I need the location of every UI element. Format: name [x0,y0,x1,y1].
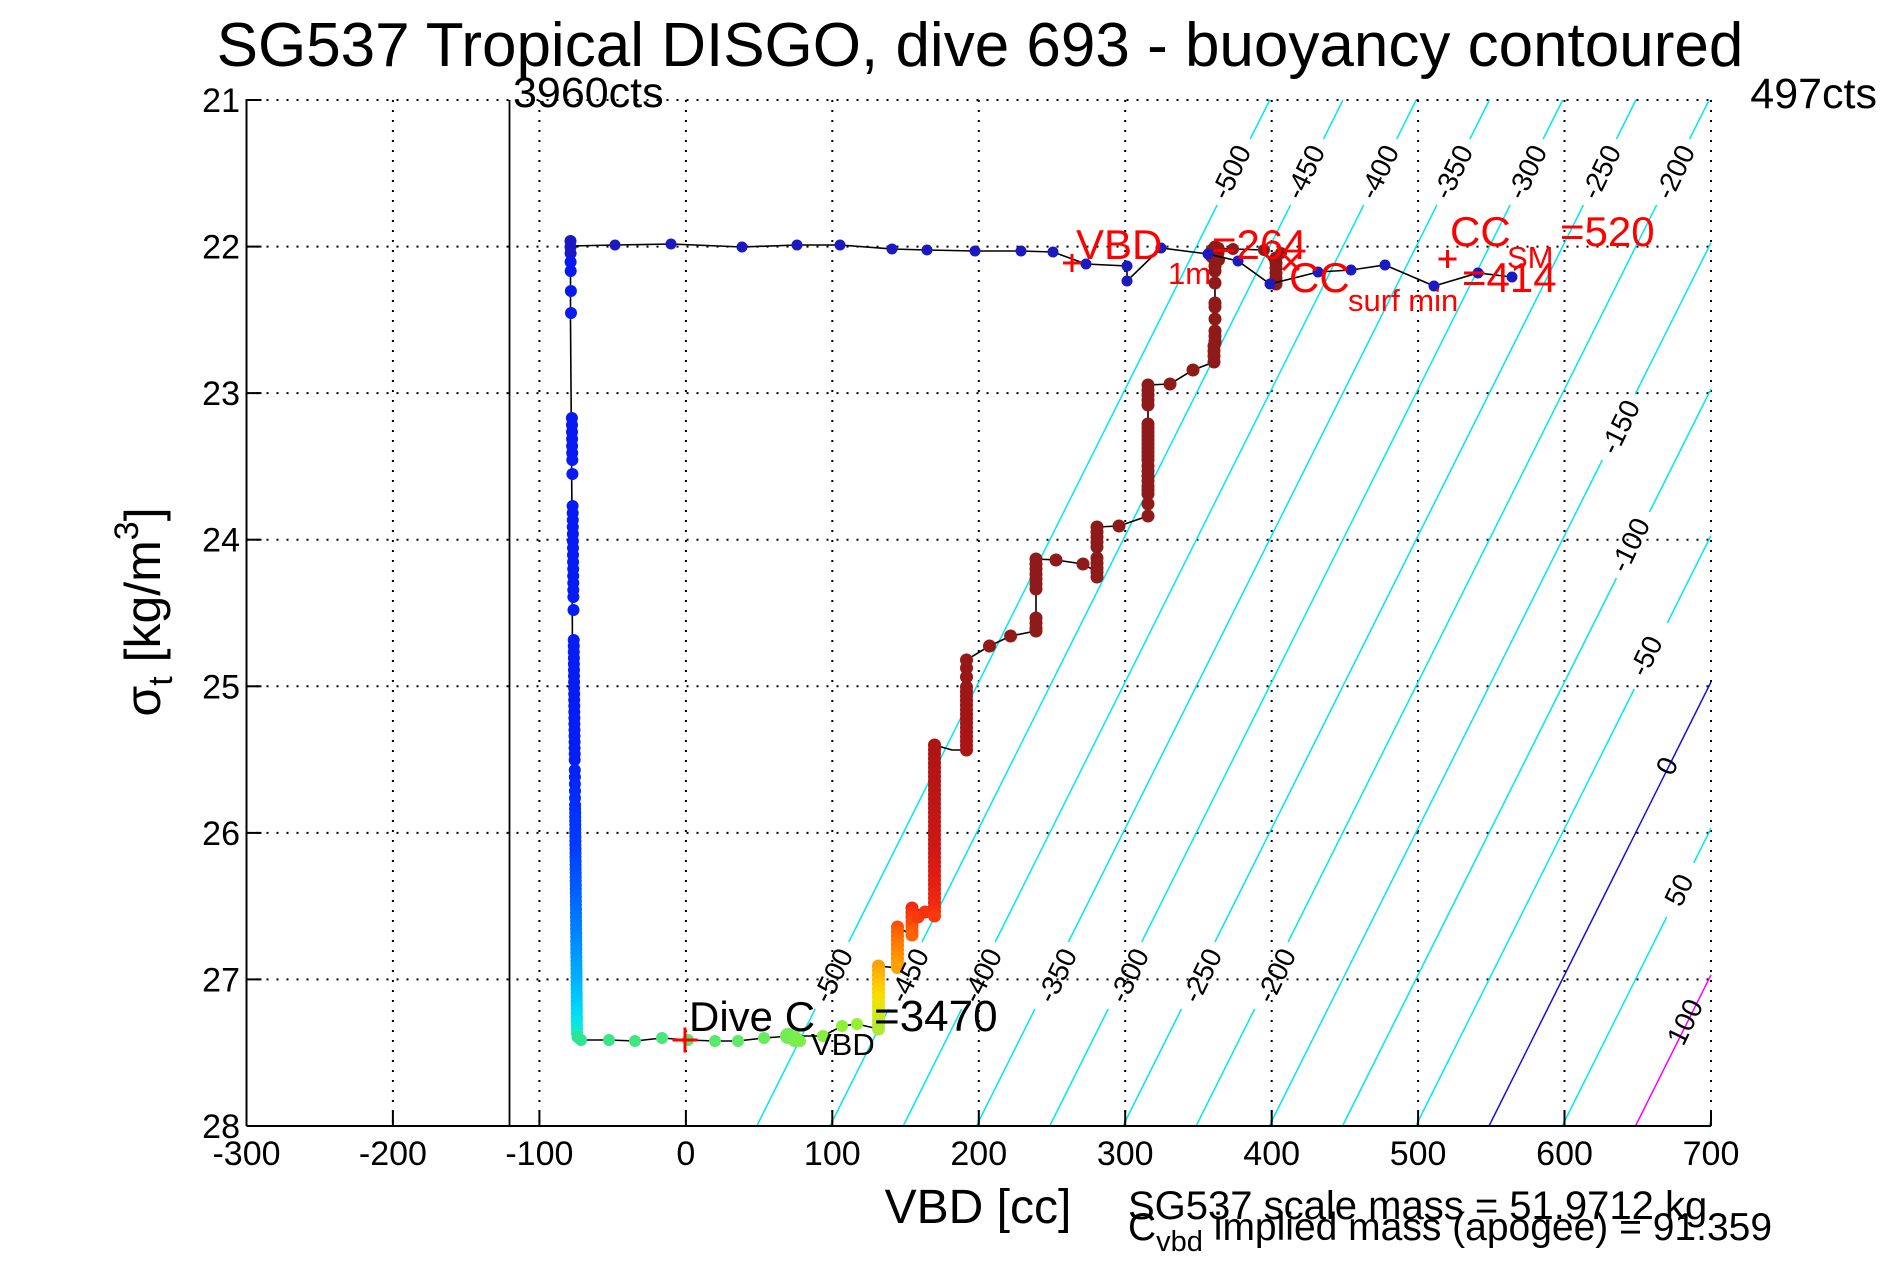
svg-text:100: 100 [804,1135,861,1173]
svg-text:200: 200 [950,1135,1007,1173]
svg-text:300: 300 [1097,1135,1154,1173]
svg-text:SG537 Tropical DISGO, dive 693: SG537 Tropical DISGO, dive 693 - buoyanc… [217,11,1744,80]
svg-text:25: 25 [202,668,240,706]
svg-text:surf min: surf min [1348,283,1458,318]
svg-text:-100: -100 [505,1135,573,1173]
svg-text:SG537 scale mass = 51.9712 kg: SG537 scale mass = 51.9712 kg [1128,1184,1707,1228]
svg-text:500: 500 [1390,1135,1447,1173]
svg-text:28: 28 [202,1108,240,1146]
svg-text:400: 400 [1243,1135,1300,1173]
svg-text:Dive C: Dive C [689,993,815,1040]
svg-text:CC: CC [1289,254,1350,301]
svg-text:=264: =264 [1212,221,1307,268]
svg-text:=520: =520 [1560,208,1655,255]
svg-text:=414: =414 [1462,254,1557,301]
svg-text:22: 22 [202,229,240,267]
svg-text:VBD [cc]: VBD [cc] [885,1181,1072,1234]
svg-text:CC: CC [1450,208,1511,255]
svg-text:24: 24 [202,522,240,560]
svg-text:VBD: VBD [811,1027,875,1062]
svg-text:23: 23 [202,375,240,413]
svg-text:27: 27 [202,961,240,999]
svg-text:26: 26 [202,815,240,853]
svg-text:600: 600 [1536,1135,1593,1173]
svg-text:21: 21 [202,82,240,120]
svg-text:700: 700 [1683,1135,1740,1173]
svg-text:VBD: VBD [1076,221,1162,268]
svg-text:497cts: 497cts [1750,70,1877,118]
svg-text:0: 0 [676,1135,695,1173]
svg-text:3960cts: 3960cts [513,69,664,117]
svg-text:SM: SM [1507,240,1554,275]
svg-text:-300: -300 [212,1135,280,1173]
svg-text:1m: 1m [1168,256,1211,291]
svg-text:-200: -200 [359,1135,427,1173]
svg-text:=3470: =3470 [874,992,998,1041]
